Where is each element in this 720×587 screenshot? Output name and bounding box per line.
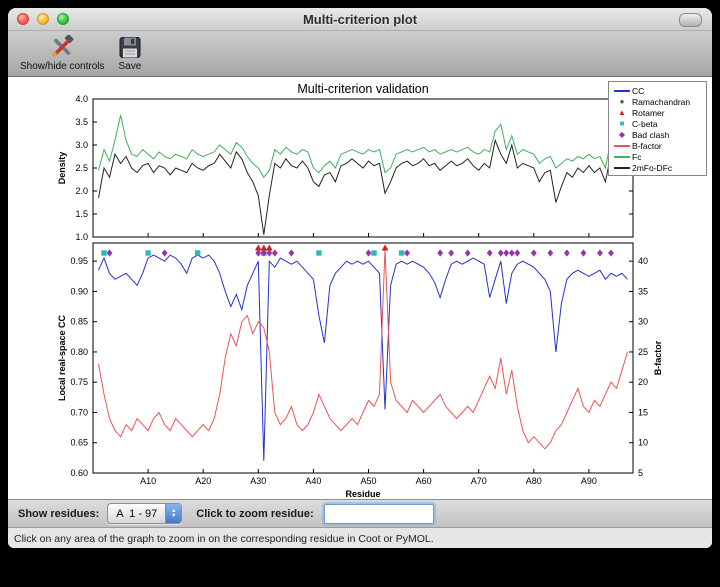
plot-figure[interactable]: 1.0 1.5 2.0 2.5 3.0 3.5 4.0 0.60 0.65 0.70 0.75 0.8… <box>8 77 712 499</box>
legend-label: B-factor <box>632 140 662 151</box>
show-hide-controls-button[interactable]: Show/hide controls <box>20 34 105 72</box>
legend-entry-rotamer: ▲ Rotamer <box>612 107 703 118</box>
tools-icon <box>49 34 75 60</box>
legend-label: Rotamer <box>632 107 665 118</box>
save-icon <box>119 34 141 60</box>
svg-text:15: 15 <box>638 407 648 417</box>
svg-text:A90: A90 <box>581 476 597 486</box>
tool-label: Save <box>118 61 142 72</box>
legend-entry-bad-clash: ◆ Bad clash <box>612 129 703 140</box>
svg-text:10: 10 <box>638 438 648 448</box>
save-button[interactable]: Save <box>118 34 142 72</box>
line-sample-icon <box>612 89 632 92</box>
cc-bfactor-plot-frame[interactable] <box>92 242 634 474</box>
square-sample-icon: ■ <box>619 118 625 128</box>
window-controls <box>17 13 69 25</box>
legend-label: C-beta <box>632 118 658 129</box>
svg-text:40: 40 <box>638 256 648 266</box>
legend-entry-fc: Fc <box>612 151 703 162</box>
legend-label: Ramachandran <box>632 96 691 107</box>
plot-legend: CC ● Ramachandran ▲ Rotamer ■ C-beta ◆ Bad clash… <box>608 81 707 176</box>
legend-entry-c-beta: ■ C-beta <box>612 118 703 129</box>
svg-text:0.95: 0.95 <box>70 256 88 266</box>
status-bar: Click on any area of the graph to zoom i… <box>8 527 712 548</box>
minimize-button[interactable] <box>37 13 49 25</box>
svg-text:A10: A10 <box>140 476 156 486</box>
zoom-window-button[interactable] <box>57 13 69 25</box>
svg-text:1.5: 1.5 <box>75 209 88 219</box>
stepper-icon: ▲ ▼ <box>165 504 182 523</box>
svg-text:35: 35 <box>638 286 648 296</box>
svg-text:0.75: 0.75 <box>70 377 88 387</box>
svg-text:20: 20 <box>638 377 648 387</box>
status-text: Click on any area of the graph to zoom i… <box>14 532 434 545</box>
down-arrow-icon: ▼ <box>171 512 177 519</box>
svg-text:3.0: 3.0 <box>75 140 88 150</box>
series-B-factor <box>98 249 628 450</box>
zoom-residue-label: Click to zoom residue: <box>196 507 314 520</box>
zoom-residue-input[interactable] <box>323 503 434 524</box>
legend-entry-cc: CC <box>612 85 703 96</box>
chain-range-select[interactable]: A 1 - 97 ▲ ▼ <box>107 503 183 524</box>
legend-entry-2mfo-dfc: 2mFo-DFc <box>612 162 703 173</box>
legend-label: CC <box>632 85 645 96</box>
figure-title: Multi-criterion validation <box>297 82 429 96</box>
close-button[interactable] <box>17 13 29 25</box>
svg-text:0.90: 0.90 <box>70 286 88 296</box>
series-2mFo-DFc <box>98 138 628 235</box>
svg-text:4.0: 4.0 <box>75 94 88 104</box>
bfactor-axis-label: B-factor <box>653 340 663 375</box>
cc-axis-label: Local real-space CC <box>57 314 67 401</box>
triangle-sample-icon: ▲ <box>618 107 626 117</box>
legend-entry-ramachandran: ● Ramachandran <box>612 96 703 107</box>
svg-text:30: 30 <box>638 317 648 327</box>
svg-text:3.5: 3.5 <box>75 117 88 127</box>
line-sample-icon <box>612 166 632 169</box>
residue-axis-label: Residue <box>345 489 380 499</box>
window-title: Multi-criterion plot <box>302 11 418 27</box>
svg-text:5: 5 <box>638 468 643 478</box>
svg-text:25: 25 <box>638 347 648 357</box>
svg-text:0.60: 0.60 <box>70 468 88 478</box>
svg-text:A60: A60 <box>416 476 432 486</box>
svg-text:0.65: 0.65 <box>70 438 88 448</box>
title-bar[interactable]: Multi-criterion plot <box>8 8 712 31</box>
show-residues-label: Show residues: <box>18 507 100 520</box>
toolbar: Show/hide controls Save <box>8 31 712 77</box>
series-CC <box>98 254 628 461</box>
multi-criterion-plot-window: Multi-criterion plot Show/hide controls <box>8 8 712 548</box>
outlier-markers[interactable] <box>101 244 614 257</box>
svg-text:0.70: 0.70 <box>70 407 88 417</box>
up-arrow-icon: ▲ <box>171 507 177 514</box>
svg-text:A50: A50 <box>361 476 377 486</box>
chain-range-value: A 1 - 97 <box>116 507 158 520</box>
svg-text:A20: A20 <box>195 476 211 486</box>
svg-text:1.0: 1.0 <box>75 232 88 242</box>
line-sample-icon <box>612 155 632 158</box>
svg-text:A80: A80 <box>526 476 542 486</box>
svg-text:A70: A70 <box>471 476 487 486</box>
legend-label: 2mFo-DFc <box>632 162 673 173</box>
controls-bar: Show residues: A 1 - 97 ▲ ▼ Click to zoo… <box>8 499 712 527</box>
plots-svg[interactable]: 1.0 1.5 2.0 2.5 3.0 3.5 4.0 0.60 0.65 0.70 0.75 0.8… <box>8 77 712 499</box>
circle-sample-icon: ● <box>619 96 625 106</box>
diamond-sample-icon: ◆ <box>618 129 626 139</box>
line-sample-icon <box>612 144 632 147</box>
density-axis-label: Density <box>57 152 67 185</box>
legend-label: Bad clash <box>632 129 670 140</box>
svg-text:2.5: 2.5 <box>75 163 88 173</box>
series-Fc <box>98 114 628 179</box>
legend-entry-b-factor: B-factor <box>612 140 703 151</box>
svg-text:A30: A30 <box>250 476 266 486</box>
svg-text:2.0: 2.0 <box>75 186 88 196</box>
legend-label: Fc <box>632 151 642 162</box>
svg-text:0.80: 0.80 <box>70 347 88 357</box>
svg-text:0.85: 0.85 <box>70 317 88 327</box>
tool-label: Show/hide controls <box>20 61 105 72</box>
svg-text:A40: A40 <box>305 476 321 486</box>
toolbar-toggle-button[interactable] <box>679 13 702 27</box>
axis-tick-labels: 1.0 1.5 2.0 2.5 3.0 3.5 4.0 0.60 0.65 0.70 0.75 0.8… <box>70 94 648 486</box>
